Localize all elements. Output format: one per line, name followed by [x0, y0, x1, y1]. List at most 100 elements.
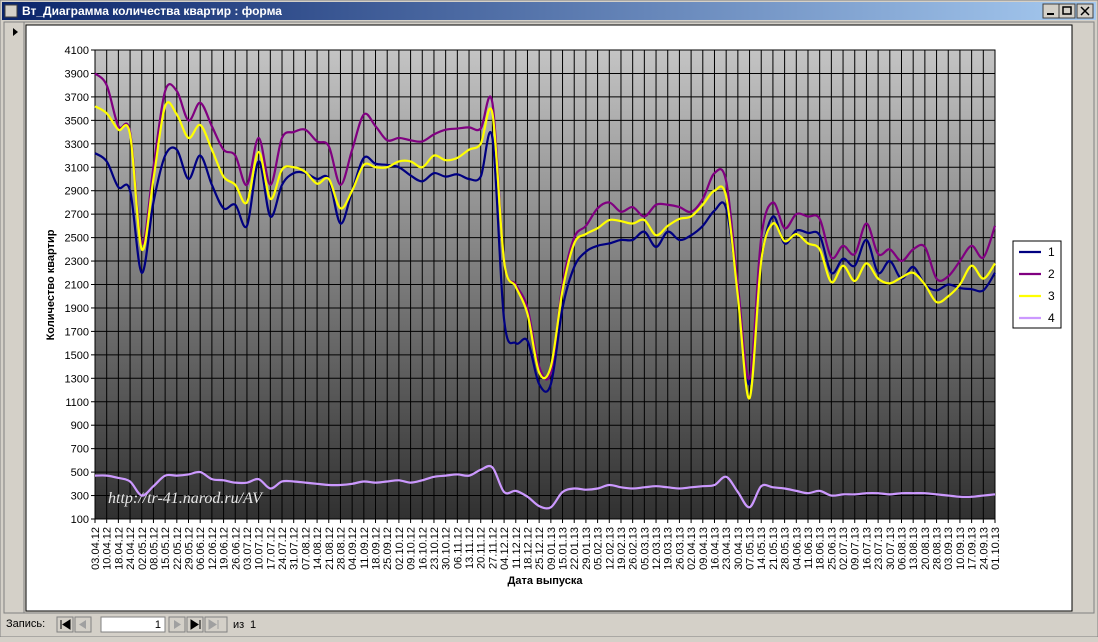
x-tick-label: 16.10.12: [417, 527, 429, 570]
x-tick-label: 30.04.13: [733, 527, 745, 570]
series-line: [94, 131, 996, 393]
window-buttons: [1042, 3, 1094, 19]
record-selector[interactable]: [3, 21, 25, 614]
x-tick-label: 26.03.13: [674, 527, 686, 570]
x-tick-label: 30.07.13: [885, 527, 897, 570]
x-tick-label: 07.05.13: [745, 527, 757, 570]
x-tick-label: 02.05.12: [137, 527, 149, 570]
x-tick-label: 18.04.12: [113, 527, 125, 570]
x-tick-label: 10.09.13: [955, 527, 967, 570]
x-tick-label: 14.08.12: [312, 527, 324, 570]
x-tick-label: 28.08.12: [335, 527, 347, 570]
x-tick-label: 30.10.12: [441, 527, 453, 570]
x-tick-label: 05.03.13: [639, 527, 651, 570]
x-tick-label: 06.08.13: [896, 527, 908, 570]
x-tick-label: 12.06.12: [207, 527, 219, 570]
x-tick-label: 01.10.13: [990, 527, 1002, 570]
x-tick-label: 21.05.13: [768, 527, 780, 570]
window-title: Вт_Диаграмма количества квартир : форма: [22, 4, 282, 18]
x-tick-label: 12.02.13: [604, 527, 616, 570]
x-tick-label: 11.12.12: [511, 527, 523, 569]
x-tick-label: 09.10.12: [406, 527, 418, 570]
series-line: [94, 464, 996, 510]
y-tick-label: 100: [71, 514, 89, 526]
x-tick-label: 02.07.13: [838, 527, 850, 570]
x-tick-label: 09.07.13: [850, 527, 862, 570]
legend-label: 2: [1048, 267, 1055, 281]
x-tick-label: 15.01.13: [558, 527, 570, 570]
x-tick-label: 07.08.12: [300, 527, 312, 570]
legend-label: 1: [1048, 245, 1055, 259]
x-tick-label: 03.09.13: [943, 527, 955, 570]
x-tick-label: 27.11.12: [487, 527, 499, 569]
window-icon: [4, 4, 18, 18]
x-tick-label: 20.11.12: [476, 527, 488, 569]
y-tick-label: 3100: [65, 162, 89, 174]
y-tick-label: 1300: [65, 373, 89, 385]
y-tick-label: 3300: [65, 139, 89, 151]
y-tick-label: 2500: [65, 233, 89, 245]
x-tick-label: 17.09.13: [967, 527, 979, 570]
x-tick-label: 20.08.13: [920, 527, 932, 570]
x-tick-label: 13.11.12: [464, 527, 476, 569]
y-tick-label: 4100: [65, 45, 89, 57]
x-tick-label: 13.08.13: [908, 527, 920, 570]
x-tick-label: 11.09.12: [359, 527, 371, 569]
y-tick-label: 3500: [65, 115, 89, 127]
x-tick-label: 23.07.13: [873, 527, 885, 570]
x-tick-label: 18.12.12: [522, 527, 534, 570]
y-tick-label: 1700: [65, 326, 89, 338]
x-tick-label: 14.05.13: [756, 527, 768, 570]
x-axis-label: Дата выпуска: [508, 575, 584, 587]
x-tick-label: 02.04.13: [686, 527, 698, 570]
legend: 1 2 3 4: [1012, 240, 1062, 329]
x-tick-label: 25.12.12: [534, 527, 546, 570]
x-tick-label: 04.09.12: [347, 527, 359, 570]
x-tick-label: 16.04.13: [709, 527, 721, 570]
annotation: http://tr-41.narod.ru/AV: [108, 490, 264, 507]
x-tick-label: 19.03.13: [663, 527, 675, 570]
status-bar: Запись: 1 из 1: [6, 616, 256, 633]
x-tick-label: 09.04.13: [698, 527, 710, 570]
x-tick-label: 24.04.12: [125, 527, 137, 570]
x-tick-label: 19.06.12: [219, 527, 231, 570]
x-tick-label: 03.04.12: [90, 527, 102, 570]
y-tick-label: 1100: [65, 397, 89, 409]
x-tick-label: 28.08.13: [932, 527, 944, 570]
x-tick-label: 05.02.13: [593, 527, 605, 570]
title-bar: [2, 2, 1096, 20]
x-tick-label: 06.06.12: [195, 527, 207, 570]
x-tick-label: 04.12.12: [499, 527, 511, 570]
y-tick-label: 3900: [65, 68, 89, 80]
y-axis-label: Количество квартир: [45, 229, 57, 340]
x-tick-label: 22.01.13: [569, 527, 581, 570]
record-total: 1: [250, 619, 256, 631]
y-tick-label: 900: [71, 420, 89, 432]
x-tick-label: 21.08.12: [324, 527, 336, 570]
x-tick-label: 25.06.13: [826, 527, 838, 570]
x-tick-label: 17.07.12: [265, 527, 277, 570]
y-tick-label: 1900: [65, 303, 89, 315]
y-tick-label: 3700: [65, 92, 89, 104]
x-tick-label: 08.05.12: [148, 527, 160, 570]
legend-label: 4: [1048, 311, 1055, 325]
legend-label: 3: [1048, 289, 1055, 303]
x-tick-label: 16.07.13: [861, 527, 873, 570]
x-tick-label: 04.06.13: [791, 527, 803, 570]
x-tick-label: 29.05.12: [184, 527, 196, 570]
x-tick-label: 24.07.12: [277, 527, 289, 570]
x-tick-label: 24.09.13: [978, 527, 990, 570]
x-tick-label: 18.06.13: [815, 527, 827, 570]
record-pointer: [13, 28, 18, 36]
minimize-button[interactable]: [1042, 3, 1060, 19]
x-tick-label: 11.06.13: [803, 527, 815, 569]
x-tick-label: 02.10.12: [394, 527, 406, 570]
y-tick-label: 2300: [65, 256, 89, 268]
maximize-button[interactable]: [1058, 3, 1076, 19]
record-of-label: из: [233, 619, 244, 631]
series-line: [94, 101, 996, 400]
x-tick-label: 29.01.13: [581, 527, 593, 570]
record-number-input[interactable]: [100, 616, 166, 633]
x-tick-label: 09.01.13: [546, 527, 558, 570]
